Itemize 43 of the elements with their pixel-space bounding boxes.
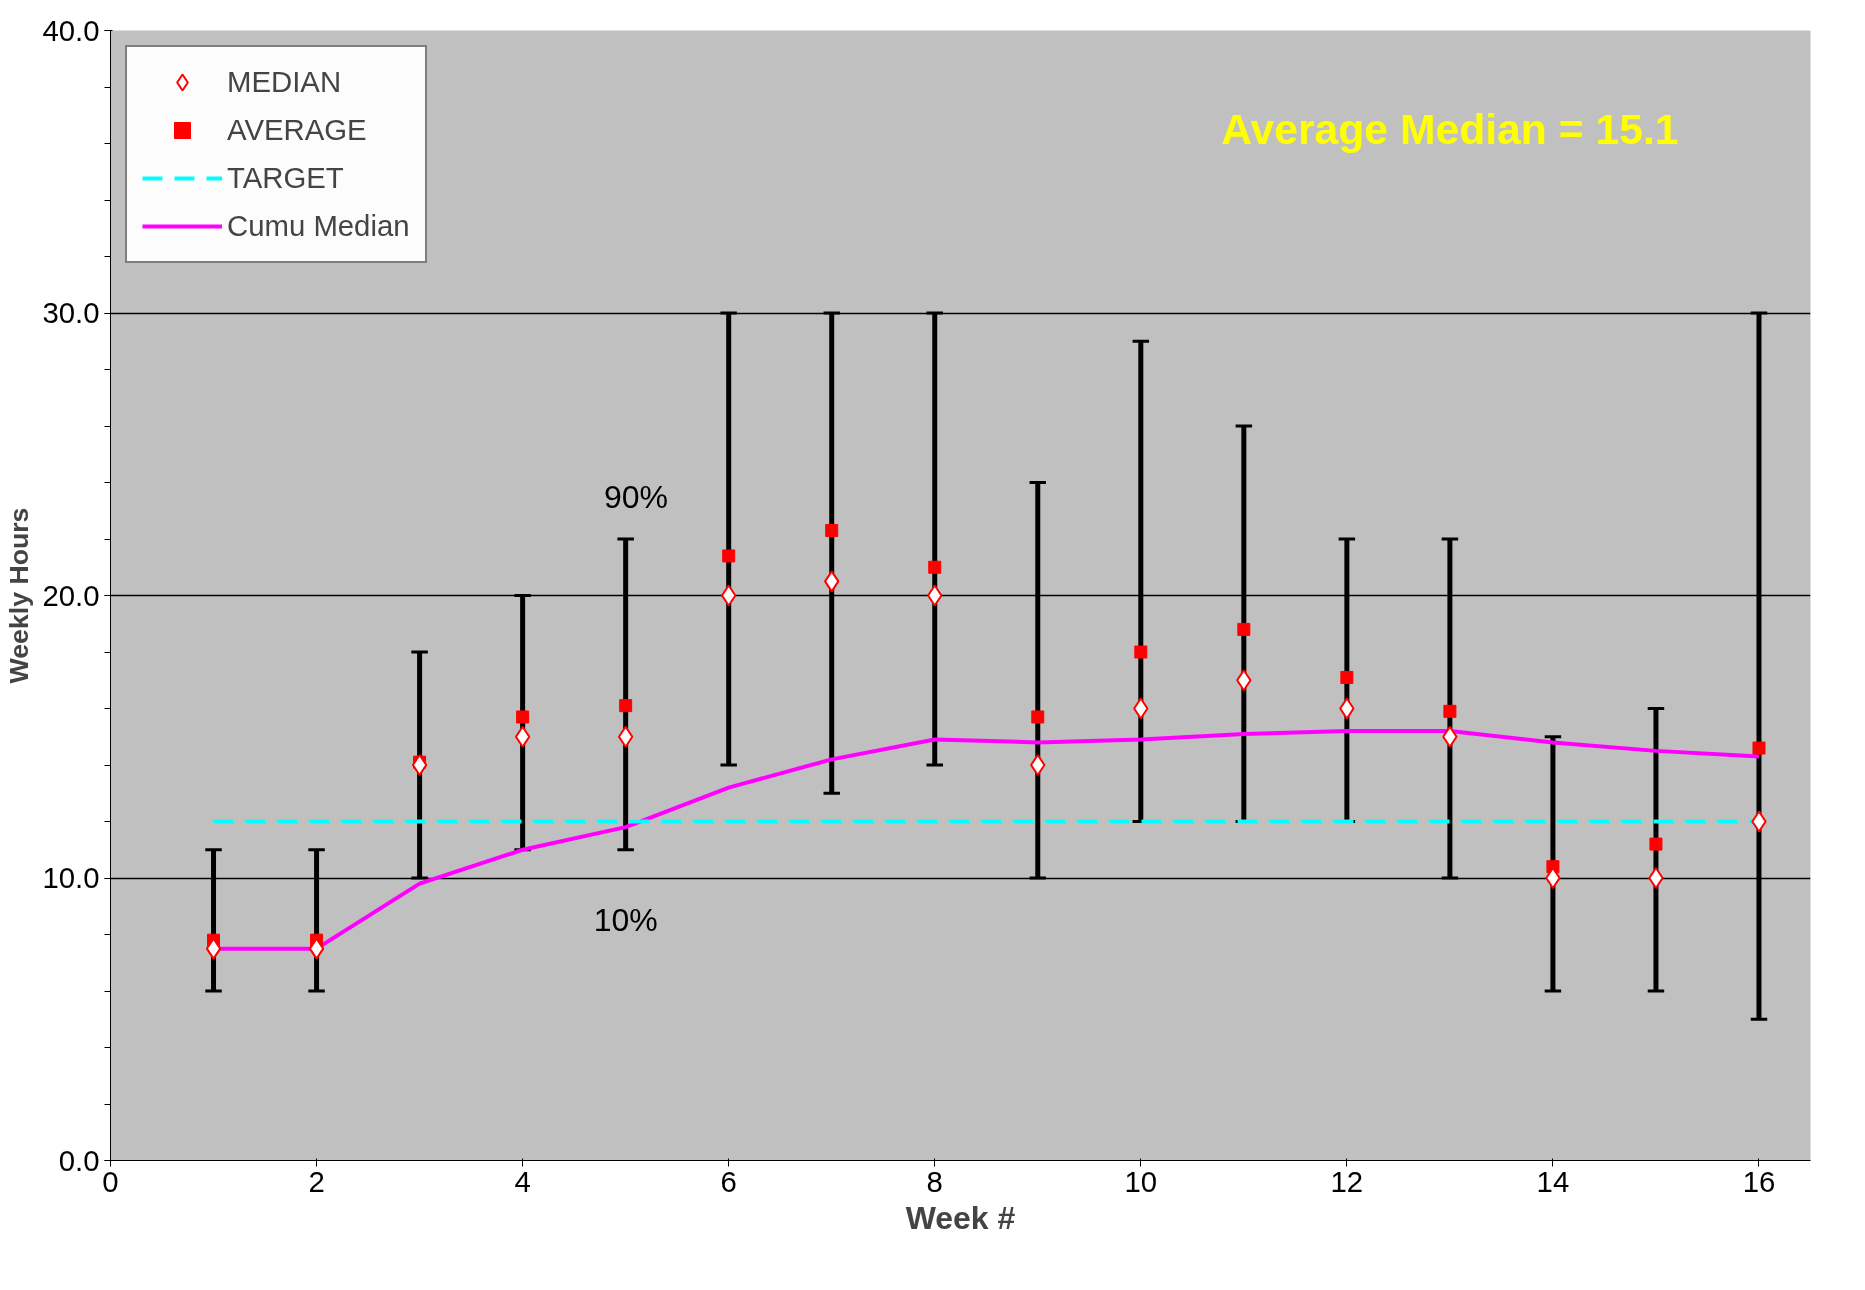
legend-label: Cumu Median xyxy=(227,209,410,243)
point xyxy=(825,524,839,538)
point xyxy=(411,754,428,776)
x-tick-label: 12 xyxy=(1330,1164,1364,1198)
point xyxy=(308,937,325,960)
annotation: Average Median = 15.1 xyxy=(1221,105,1679,154)
point xyxy=(1031,710,1045,724)
point xyxy=(516,710,530,724)
x-tick-label: 8 xyxy=(926,1164,943,1198)
point xyxy=(1648,867,1664,889)
legend-label: TARGET xyxy=(227,161,344,195)
point xyxy=(1752,741,1766,755)
x-tick-label: 14 xyxy=(1536,1164,1570,1198)
y-tick-label: 30.0 xyxy=(42,296,100,329)
point xyxy=(205,937,222,960)
point xyxy=(1134,645,1148,659)
point xyxy=(1340,670,1354,684)
x-tick-label: 10 xyxy=(1124,1164,1158,1198)
annotation: 10% xyxy=(593,902,658,939)
point xyxy=(928,560,942,574)
y-axis-title: Weekly Hours xyxy=(4,507,35,684)
point xyxy=(1649,837,1663,851)
x-tick-label: 16 xyxy=(1742,1164,1776,1198)
point xyxy=(617,725,634,748)
x-tick-label: 2 xyxy=(308,1164,325,1198)
legend-label: MEDIAN xyxy=(227,65,342,99)
point xyxy=(1443,704,1457,718)
point xyxy=(619,699,633,713)
point xyxy=(1237,622,1251,636)
point xyxy=(1030,754,1046,776)
point xyxy=(722,549,736,563)
y-tick-label: 10.0 xyxy=(42,861,100,894)
legend-label: AVERAGE xyxy=(227,113,367,147)
point xyxy=(514,725,531,748)
x-tick-label: 4 xyxy=(514,1164,531,1198)
x-tick-label: 6 xyxy=(720,1164,737,1198)
y-tick-label: 0.0 xyxy=(58,1143,100,1177)
y-tick-label: 20.0 xyxy=(42,578,100,612)
x-tick-label: 0 xyxy=(102,1164,119,1198)
y-tick-label: 40.0 xyxy=(42,13,100,47)
point xyxy=(1545,867,1561,889)
annotation: 90% xyxy=(603,478,668,515)
x-axis-title: Week # xyxy=(905,1199,1016,1236)
